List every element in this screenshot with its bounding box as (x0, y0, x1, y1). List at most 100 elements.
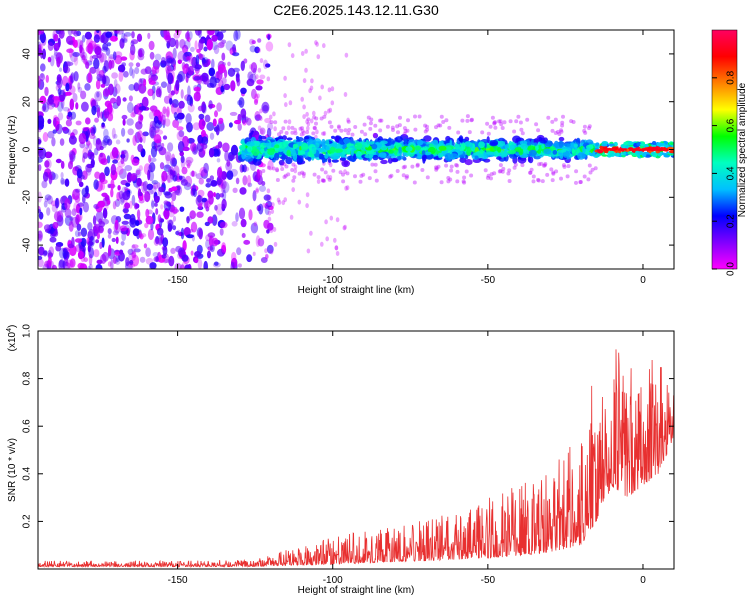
heatmap-cell (177, 50, 186, 62)
heatmap-cell (131, 244, 139, 249)
heatmap-cell (138, 165, 143, 172)
heatmap-cell (80, 90, 87, 100)
heatmap-cell (161, 254, 167, 259)
heatmap-cell (207, 232, 216, 238)
heatmap-cell (507, 168, 512, 173)
heatmap-cell (165, 55, 173, 64)
heatmap-cell (145, 247, 151, 257)
heatmap-cell (196, 48, 201, 54)
heatmap-cell (211, 237, 219, 247)
heatmap-cell (132, 135, 137, 146)
heatmap-cell (148, 111, 155, 120)
heatmap-cell (214, 30, 220, 37)
heatmap-cell (93, 249, 100, 258)
y-tick-label: -20 (22, 190, 33, 205)
heatmap-cell (470, 117, 474, 122)
heatmap-cell (291, 148, 296, 157)
heatmap-cell (145, 208, 150, 218)
heatmap-cell (593, 166, 598, 171)
snr-series-line (38, 349, 674, 569)
heatmap-cell (186, 234, 194, 239)
heatmap-cell (528, 149, 537, 157)
heatmap-cell (374, 178, 379, 183)
heatmap-cell (359, 129, 364, 134)
heatmap-cell (344, 52, 349, 58)
heatmap-cell (162, 210, 170, 218)
heatmap-cell (197, 258, 203, 269)
heatmap-cell (71, 208, 77, 217)
heatmap-cell (148, 77, 153, 83)
heatmap-cell (458, 135, 464, 143)
heatmap-cell (254, 93, 259, 104)
heatmap-cell (102, 111, 110, 116)
heatmap-cell (237, 123, 242, 131)
heatmap-cell (275, 178, 280, 182)
heatmap-cell (68, 47, 73, 58)
heatmap-cell (574, 169, 579, 174)
heatmap-cell (176, 126, 184, 131)
heatmap-cell (441, 120, 446, 124)
heatmap-cell (133, 248, 141, 253)
heatmap-cell (176, 112, 185, 120)
heatmap-cell (194, 257, 199, 264)
heatmap-cell (533, 142, 538, 146)
heatmap-cell (497, 169, 502, 174)
heatmap-cell (77, 86, 83, 93)
heatmap-cell (179, 206, 185, 212)
heatmap-cell (332, 155, 340, 160)
heatmap-cell (343, 92, 348, 97)
heatmap-cell (187, 85, 191, 98)
heatmap-cell (329, 124, 334, 129)
heatmap-cell (96, 107, 101, 119)
heatmap-cell (101, 141, 108, 147)
heatmap-cell (209, 244, 215, 253)
heatmap-cell (220, 183, 226, 194)
heatmap-cell (94, 90, 102, 102)
heatmap-cell (542, 163, 546, 168)
heatmap-cell (203, 46, 208, 52)
heatmap-cell (337, 125, 341, 131)
heatmap-cell (319, 116, 324, 121)
snr-multiplier-base: (x10 (7, 331, 18, 351)
heatmap-cell (326, 174, 330, 180)
heatmap-cell (290, 125, 295, 130)
heatmap-cell (88, 263, 93, 269)
heatmap-cell (127, 128, 134, 136)
heatmap-cell (298, 126, 303, 131)
heatmap-cell (415, 163, 420, 168)
heatmap-cell (346, 131, 351, 136)
heatmap-cell (176, 130, 185, 141)
heatmap-cell (52, 129, 57, 134)
heatmap-cell (323, 110, 328, 116)
snr-y-multiplier: (x104) (6, 325, 18, 352)
heatmap-cell (493, 120, 498, 125)
heatmap-cell (486, 131, 491, 136)
heatmap-cell (205, 183, 211, 188)
heatmap-cell (46, 97, 54, 106)
heatmap-cell (583, 130, 588, 135)
heatmap-cell (40, 73, 44, 78)
heatmap-cell (42, 171, 49, 182)
heatmap-cell (153, 134, 162, 144)
heatmap-cell (121, 114, 128, 120)
heatmap-cell (38, 258, 44, 268)
heatmap-cell (531, 174, 536, 179)
heatmap-cell (155, 129, 164, 135)
heatmap-cell (222, 189, 227, 201)
heatmap-cell (110, 97, 117, 104)
heatmap-cell (130, 39, 139, 45)
heatmap-cell (478, 153, 484, 158)
heatmap-cell (117, 160, 126, 168)
heatmap-cell (187, 65, 194, 76)
heatmap-cell (180, 179, 188, 186)
heatmap-cell (304, 48, 308, 54)
heatmap-cell (341, 148, 348, 155)
heatmap-cell (72, 93, 78, 103)
heatmap-cell (258, 203, 264, 215)
heatmap-cell (57, 100, 64, 113)
heatmap-cell (122, 118, 126, 126)
heatmap-cell (62, 66, 71, 74)
heatmap-cell (134, 67, 140, 75)
heatmap-cell (198, 38, 205, 44)
heatmap-cell (89, 133, 96, 139)
